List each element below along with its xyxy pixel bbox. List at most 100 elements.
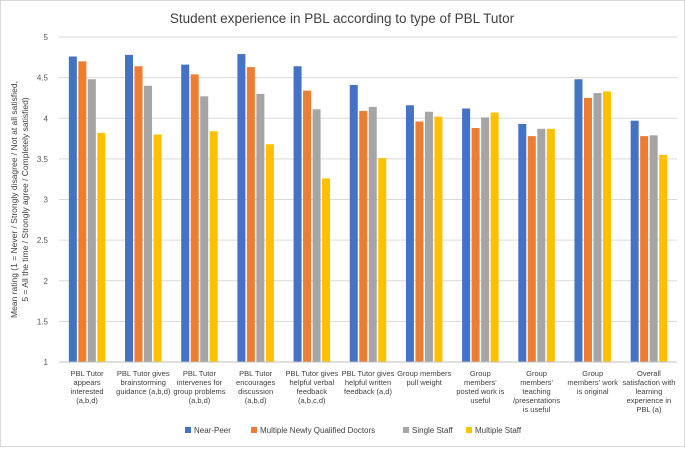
x-tick-label: PBL Tutor gives — [342, 369, 395, 378]
x-tick-label: feedback (a,d) — [344, 387, 392, 396]
bar — [68, 56, 77, 362]
bar — [537, 128, 546, 362]
bar — [583, 97, 592, 362]
x-tick-label: encourages — [236, 378, 275, 387]
legend-item[interactable]: Multiple Newly Qualified Doctors — [251, 426, 375, 435]
bar — [312, 109, 321, 362]
x-tick-label: /presentations — [513, 396, 560, 405]
bar — [471, 128, 480, 362]
bar — [434, 116, 443, 362]
bar — [574, 79, 583, 362]
y-axis-label-line: Mean rating (1 = Never / Strongly disagr… — [9, 81, 19, 318]
legend-swatch — [185, 427, 191, 433]
bar — [490, 112, 499, 362]
y-axis-label-line: 5 = All the time / Strongly agree / Comp… — [20, 97, 30, 302]
x-tick-label: PBL Tutor — [239, 369, 273, 378]
x-tick-label: Group — [526, 369, 547, 378]
bar — [97, 132, 106, 362]
y-tick-labels: 1 1.5 2 2.5 3 3.5 4 4.5 5 — [37, 33, 49, 367]
bar — [265, 144, 274, 362]
bar — [200, 96, 209, 362]
x-tick-label: (a,b,d) — [76, 396, 98, 405]
bar — [134, 66, 143, 362]
x-tick-label: (a,b,d) — [245, 396, 267, 405]
bar — [209, 131, 218, 362]
bar — [349, 84, 358, 362]
legend-item[interactable]: Single Staff — [403, 426, 454, 435]
bar — [190, 74, 199, 362]
bar — [593, 93, 602, 362]
x-tick-label: discussion — [238, 387, 273, 396]
x-tick-label: PBL Tutor gives — [285, 369, 338, 378]
bar — [405, 105, 414, 362]
bar — [153, 134, 162, 362]
x-tick-label: PBL Tutor — [183, 369, 217, 378]
x-tick-label: guidance (a,b,d) — [116, 387, 171, 396]
chart-title: Student experience in PBL according to t… — [170, 11, 515, 26]
legend-item[interactable]: Multiple Staff — [466, 426, 522, 435]
bar — [368, 106, 377, 362]
x-tick-label: PBL Tutor — [71, 369, 105, 378]
x-tick-label: Group members — [397, 369, 451, 378]
x-tick-label: members' — [520, 378, 553, 387]
bar — [359, 110, 368, 362]
bar — [78, 61, 87, 362]
x-tick-label: brainstorming — [121, 378, 166, 387]
bar — [630, 120, 639, 362]
legend-swatch — [251, 427, 257, 433]
y-tick-label: 1 — [44, 358, 49, 367]
x-tick-label: is original — [577, 387, 609, 396]
x-tick-label: useful — [470, 396, 490, 405]
legend[interactable]: Near-Peer Multiple Newly Qualified Doctor… — [185, 426, 522, 435]
y-tick-label: 1.5 — [37, 317, 49, 326]
bar — [125, 54, 134, 362]
bar — [518, 123, 527, 362]
x-tick-label: feedback — [297, 387, 328, 396]
x-tick-label: helpful verbal — [290, 378, 335, 387]
bar — [322, 178, 331, 362]
x-tick-label: Group — [582, 369, 603, 378]
x-tick-label: posted work is — [456, 387, 504, 396]
bar — [649, 135, 658, 362]
legend-label: Single Staff — [412, 426, 454, 435]
bar — [546, 128, 555, 362]
bar — [87, 79, 96, 362]
x-tick-label: intervenes for — [177, 378, 223, 387]
x-tick-label: members' work — [567, 378, 618, 387]
legend-label: Multiple Staff — [475, 426, 522, 435]
y-tick-label: 4 — [44, 114, 49, 123]
bar — [462, 108, 471, 362]
y-tick-label: 3 — [44, 196, 49, 205]
x-tick-label: learning — [636, 387, 663, 396]
x-tick-label: interested — [71, 387, 104, 396]
gridlines — [59, 36, 677, 322]
bar — [481, 117, 490, 362]
x-tick-label: Group — [470, 369, 491, 378]
y-tick-label: 3.5 — [37, 155, 49, 164]
y-tick-label: 4.5 — [37, 74, 49, 83]
y-tick-label: 2.5 — [37, 236, 49, 245]
x-tick-label: teaching — [522, 387, 550, 396]
bar — [181, 64, 190, 362]
x-tick-label: (a,b,c,d) — [298, 396, 326, 405]
x-tick-label: pull weight — [406, 378, 442, 387]
y-axis-label: Mean rating (1 = Never / Strongly disagr… — [9, 81, 30, 318]
legend-swatch — [403, 427, 409, 433]
x-tick-label: experience in — [627, 396, 672, 405]
bar — [415, 121, 424, 362]
bar — [378, 158, 387, 362]
x-tick-label: PBL (a) — [636, 405, 662, 414]
bar — [602, 91, 611, 362]
bars — [68, 54, 668, 362]
x-tick-label: appears — [74, 378, 101, 387]
legend-swatch — [466, 427, 472, 433]
x-tick-label: is useful — [523, 405, 551, 414]
bar — [659, 154, 668, 362]
bar — [527, 136, 536, 362]
x-tick-label: Overall — [637, 369, 661, 378]
bar — [424, 111, 433, 362]
x-tick-label: satisfaction with — [622, 378, 675, 387]
x-tick-label: members' — [464, 378, 497, 387]
legend-item[interactable]: Near-Peer — [185, 426, 231, 435]
